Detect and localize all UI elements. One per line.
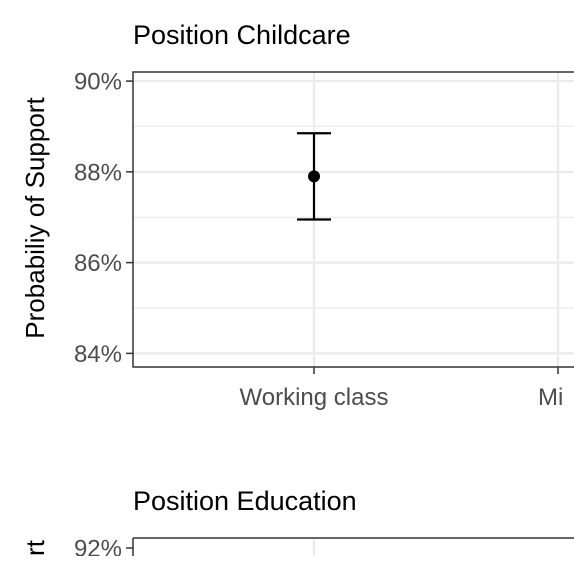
panel-1-grid (133, 72, 574, 367)
x-tick-label: Working class (240, 384, 389, 411)
panel-1-title: Position Childcare (133, 20, 351, 50)
panel-1-labels: 84% 86% 88% 90% Working class Mi (74, 69, 563, 411)
panel-1-border (132, 71, 574, 368)
x-tick-label: Mi (538, 384, 563, 411)
y-tick-label: 90% (74, 69, 122, 96)
panel-1-marks (297, 132, 331, 221)
data-point (308, 170, 320, 183)
panel-1-y-axis-label: Probabiliy of Support (20, 97, 50, 339)
y-tick-label: 86% (74, 250, 122, 277)
panel-1-axes (126, 71, 574, 374)
y-tick-label: 84% (74, 341, 122, 368)
panel-2-title: Position Education (133, 486, 357, 516)
y-tick-label: 88% (74, 159, 122, 186)
panel-2-y-tick-label: 92% (74, 536, 122, 557)
panel-2-y-axis-label: rt (20, 539, 50, 556)
